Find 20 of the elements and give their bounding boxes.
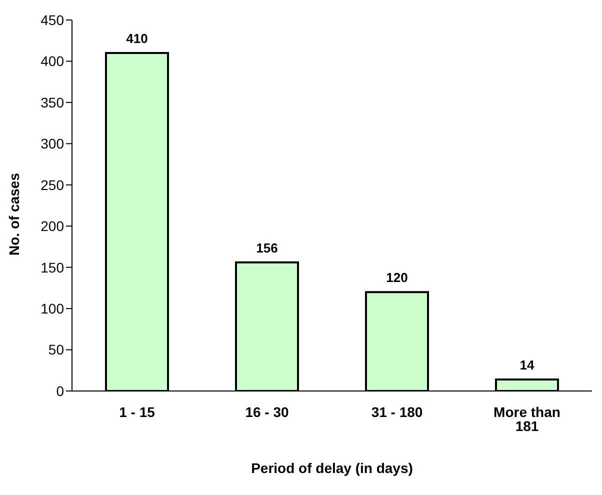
y-tick-label: 300 bbox=[40, 136, 64, 152]
y-tick-label: 350 bbox=[40, 94, 64, 110]
y-tick-label: 150 bbox=[40, 259, 64, 276]
y-tick-label: 0 bbox=[56, 382, 64, 399]
y-tick-label: 200 bbox=[40, 218, 64, 234]
data-label: 156 bbox=[256, 240, 278, 256]
y-tick-label: 100 bbox=[40, 300, 64, 317]
y-tick-label: 450 bbox=[40, 12, 64, 28]
data-label: 410 bbox=[126, 30, 148, 46]
data-label: 120 bbox=[386, 270, 408, 286]
data-label: 14 bbox=[520, 357, 535, 372]
x-tick-label: 16 - 30 bbox=[245, 404, 290, 420]
x-tick-label: 31 - 180 bbox=[371, 404, 423, 420]
y-axis-title: No. of cases bbox=[6, 172, 22, 256]
y-tick-label: 250 bbox=[40, 176, 64, 193]
x-tick-label: More than 181 bbox=[494, 404, 560, 434]
x-axis-title: Period of delay (in days) bbox=[251, 460, 413, 476]
y-tick-label: 50 bbox=[48, 342, 64, 358]
x-tick-label: 1 - 15 bbox=[119, 404, 156, 420]
y-tick-label: 400 bbox=[40, 53, 64, 70]
